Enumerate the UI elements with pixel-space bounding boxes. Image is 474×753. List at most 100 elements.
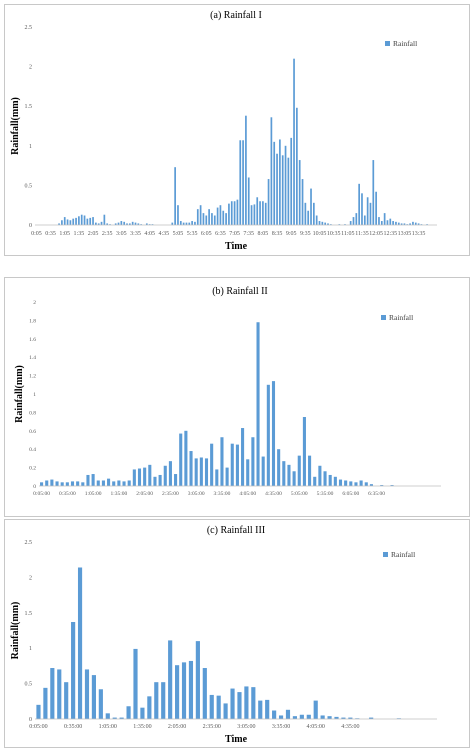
bar [120, 221, 123, 225]
bar [210, 443, 214, 486]
bar [355, 213, 358, 225]
bar [91, 675, 96, 719]
bar [287, 157, 290, 225]
bar [148, 464, 152, 486]
bar [223, 703, 228, 719]
bar [389, 218, 392, 225]
bar [256, 197, 259, 225]
bar [72, 218, 75, 225]
bar [204, 458, 209, 486]
bar [209, 694, 214, 719]
chart-title: (a) Rainfall I [210, 10, 262, 21]
x-tick-label: 2:35:00 [162, 491, 179, 497]
bar [188, 222, 191, 225]
bar [349, 481, 353, 486]
bar [320, 715, 325, 719]
x-tick-label: 4:05:00 [307, 724, 325, 730]
bar [112, 717, 117, 719]
bar [313, 476, 317, 486]
bar [241, 428, 245, 486]
bar [279, 139, 281, 225]
bar [273, 141, 276, 225]
bar [154, 682, 159, 719]
bar [306, 714, 311, 719]
chart-panel-rainfall-ii: (b) Rainfall II Rainfall(mm) 0 0.2 0.4 0.6 0.8… [4, 277, 470, 517]
y-axis-label: Rainfall(mm) [10, 602, 21, 660]
bar [386, 220, 389, 225]
x-tick-label: 5:05 [173, 231, 184, 237]
bar [137, 468, 142, 486]
bar [299, 714, 304, 719]
x-tick-label: 3:35:00 [272, 724, 290, 730]
bar [341, 717, 346, 719]
x-tick-label: 6:35:00 [368, 491, 385, 497]
bar [237, 692, 242, 719]
bar [112, 481, 116, 486]
bar [302, 417, 306, 486]
bar [277, 449, 281, 486]
bar [354, 482, 358, 486]
bar [168, 461, 172, 486]
bar [230, 201, 233, 225]
x-tick-label: 5:05:00 [291, 491, 308, 497]
chart-panel-rainfall-i: (a) Rainfall I Rainfall(mm) Time 0 0.5 1 1.5 2 2… [4, 4, 470, 256]
bar [230, 688, 235, 719]
x-tick-label: 5:35 [187, 231, 198, 237]
bar [126, 223, 128, 225]
bar [304, 202, 307, 225]
bar [380, 221, 383, 225]
bar [66, 219, 69, 225]
bar [220, 437, 224, 486]
bar [397, 222, 400, 225]
legend-swatch [381, 315, 386, 320]
bar [344, 480, 348, 486]
bar [117, 480, 121, 486]
bar [219, 205, 222, 225]
x-tick-label: 13:35 [412, 231, 426, 237]
bar [98, 689, 103, 719]
bar [194, 221, 196, 225]
bar [81, 482, 85, 486]
bar [69, 220, 72, 225]
bar [174, 167, 176, 225]
bar [147, 696, 152, 719]
x-tick-label: 13:05 [398, 231, 412, 237]
bar [259, 201, 261, 225]
chart-rainfall-ii: (b) Rainfall II Rainfall(mm) 0 0.2 0.4 0.6 0.8… [14, 286, 441, 497]
legend-swatch [385, 41, 390, 46]
bar [40, 482, 44, 486]
y-tick-label: 1 [29, 646, 32, 652]
bar [101, 480, 105, 486]
bar [126, 706, 131, 719]
legend-label: Rainfall [391, 550, 415, 559]
bar [71, 622, 76, 719]
x-tick-label: 0:35:00 [64, 724, 82, 730]
bar [242, 140, 244, 225]
x-tick-label: 1:35:00 [110, 491, 127, 497]
bar [258, 700, 263, 719]
bar [215, 469, 219, 486]
bar [298, 160, 301, 225]
bar [235, 444, 239, 486]
bar [80, 214, 83, 225]
bar [246, 459, 250, 486]
bar [202, 213, 205, 225]
bar [271, 381, 276, 486]
y-tick-label: 0 [29, 223, 32, 229]
bar [77, 567, 83, 719]
x-axis-label: Time [225, 734, 248, 745]
x-tick-label: 3:05 [116, 231, 127, 237]
bar [195, 641, 200, 719]
bar [36, 704, 41, 719]
bar [247, 177, 250, 225]
x-tick-label: 10:35 [327, 231, 341, 237]
bar [390, 485, 394, 486]
bar [50, 668, 55, 719]
bar [369, 484, 373, 486]
bar [89, 217, 92, 225]
x-tick-label: 4:05:00 [239, 491, 256, 497]
bar [327, 223, 329, 225]
bar [378, 217, 380, 225]
bar [171, 222, 174, 225]
bar [321, 221, 324, 225]
